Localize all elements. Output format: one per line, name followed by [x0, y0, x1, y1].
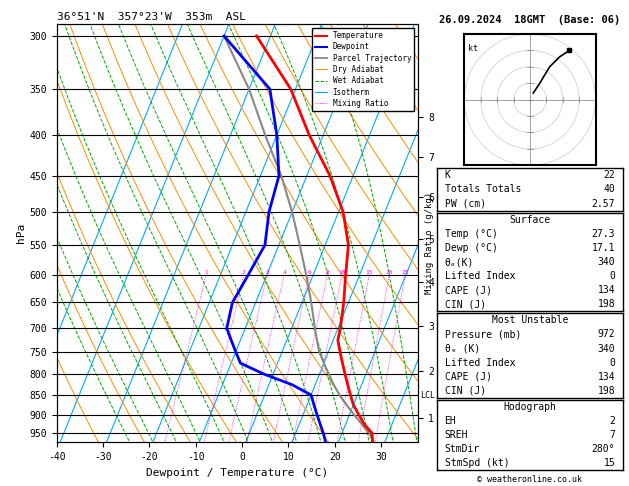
Text: Pressure (mb): Pressure (mb) — [445, 330, 521, 340]
Text: EH: EH — [445, 416, 456, 426]
Y-axis label: hPa: hPa — [16, 223, 26, 243]
Text: 4: 4 — [282, 270, 286, 275]
Text: CIN (J): CIN (J) — [445, 299, 486, 309]
Text: 198: 198 — [598, 299, 615, 309]
Text: 340: 340 — [598, 257, 615, 267]
Text: LCL: LCL — [421, 391, 436, 400]
Text: Totals Totals: Totals Totals — [445, 184, 521, 194]
Text: PW (cm): PW (cm) — [445, 199, 486, 208]
Text: StmDir: StmDir — [445, 444, 480, 454]
Text: 26.09.2024  18GMT  (Base: 06): 26.09.2024 18GMT (Base: 06) — [439, 15, 621, 25]
Text: 20: 20 — [386, 270, 393, 275]
Text: Temp (°C): Temp (°C) — [445, 229, 498, 239]
Text: 17.1: 17.1 — [592, 243, 615, 253]
Text: 0: 0 — [610, 358, 615, 367]
Text: 10: 10 — [338, 270, 346, 275]
Text: 15: 15 — [604, 458, 615, 469]
Text: θₑ(K): θₑ(K) — [445, 257, 474, 267]
Text: 2.57: 2.57 — [592, 199, 615, 208]
Text: 8: 8 — [326, 270, 329, 275]
Text: StmSpd (kt): StmSpd (kt) — [445, 458, 509, 469]
Text: 3: 3 — [265, 270, 269, 275]
Text: Most Unstable: Most Unstable — [492, 315, 568, 326]
Text: SREH: SREH — [445, 430, 468, 440]
Text: 2: 2 — [242, 270, 246, 275]
Text: 15: 15 — [365, 270, 373, 275]
Text: Dewp (°C): Dewp (°C) — [445, 243, 498, 253]
Text: 1: 1 — [204, 270, 208, 275]
X-axis label: Dewpoint / Temperature (°C): Dewpoint / Temperature (°C) — [147, 468, 328, 478]
Text: 25: 25 — [401, 270, 409, 275]
Text: Lifted Index: Lifted Index — [445, 271, 515, 281]
Text: CAPE (J): CAPE (J) — [445, 371, 492, 382]
Text: θₑ (K): θₑ (K) — [445, 344, 480, 353]
Text: CAPE (J): CAPE (J) — [445, 285, 492, 295]
Text: 7: 7 — [610, 430, 615, 440]
Text: CIN (J): CIN (J) — [445, 385, 486, 396]
Text: © weatheronline.co.uk: © weatheronline.co.uk — [477, 475, 582, 485]
Text: 972: 972 — [598, 330, 615, 340]
Text: 0: 0 — [610, 271, 615, 281]
Text: 340: 340 — [598, 344, 615, 353]
Y-axis label: km
ASL: km ASL — [437, 225, 459, 242]
Text: kt: kt — [467, 44, 477, 53]
Text: 40: 40 — [604, 184, 615, 194]
Text: Mixing Ratio (g/kg): Mixing Ratio (g/kg) — [425, 192, 433, 294]
Text: 198: 198 — [598, 385, 615, 396]
Text: K: K — [445, 170, 450, 180]
Text: Surface: Surface — [509, 215, 550, 226]
Text: 36°51'N  357°23'W  353m  ASL: 36°51'N 357°23'W 353m ASL — [57, 12, 245, 22]
Text: 6: 6 — [307, 270, 311, 275]
Text: 134: 134 — [598, 285, 615, 295]
Text: 27.3: 27.3 — [592, 229, 615, 239]
Text: 2: 2 — [610, 416, 615, 426]
Text: 134: 134 — [598, 371, 615, 382]
Text: Lifted Index: Lifted Index — [445, 358, 515, 367]
Text: 22: 22 — [604, 170, 615, 180]
Text: 280°: 280° — [592, 444, 615, 454]
Text: Hodograph: Hodograph — [503, 402, 557, 412]
Legend: Temperature, Dewpoint, Parcel Trajectory, Dry Adiabat, Wet Adiabat, Isotherm, Mi: Temperature, Dewpoint, Parcel Trajectory… — [312, 28, 415, 111]
